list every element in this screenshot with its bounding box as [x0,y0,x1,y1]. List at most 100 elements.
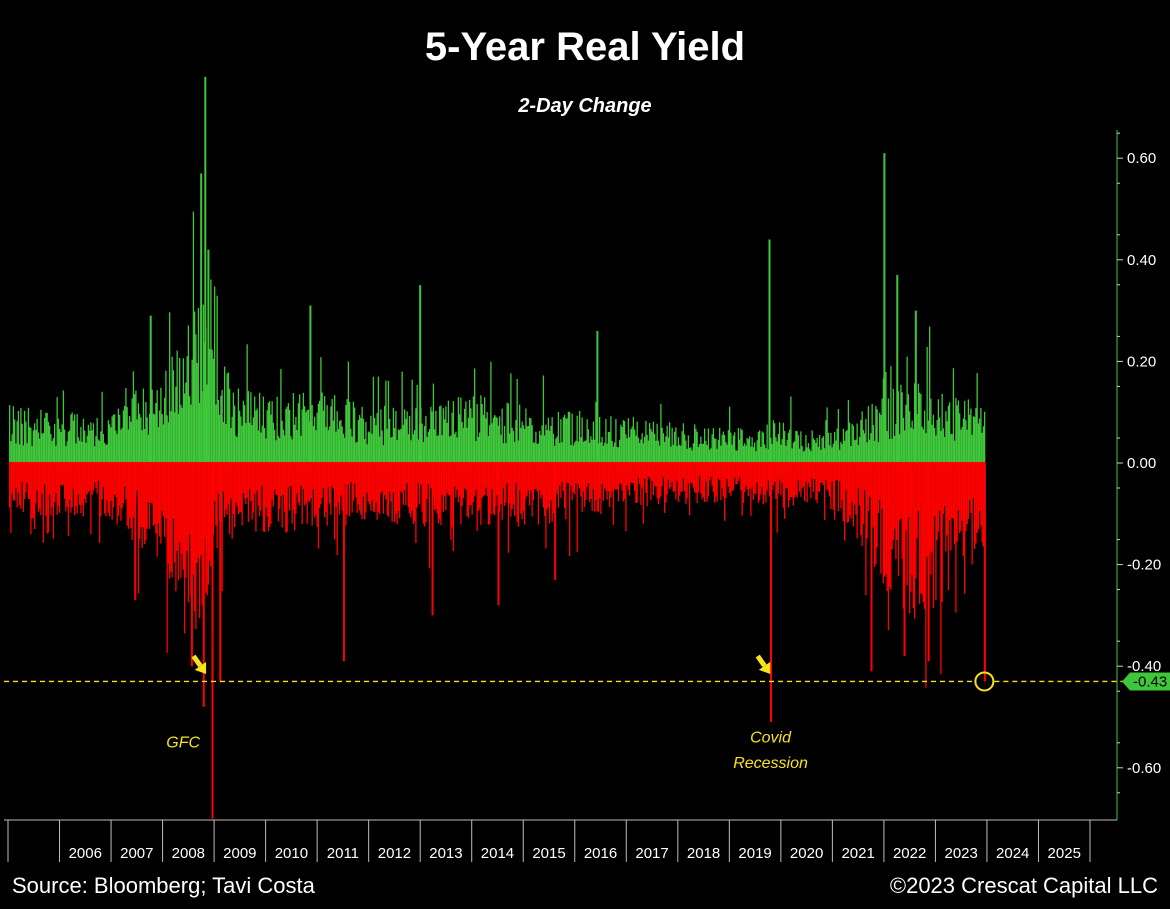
bar-positive [811,430,813,463]
bar-negative [861,463,863,546]
bar-positive [784,431,786,463]
bar-positive [809,448,811,463]
bar-negative [324,463,326,518]
bar-negative [351,463,353,513]
bar-positive [299,394,301,463]
bar-negative [334,463,336,540]
bar-positive [872,425,875,463]
bar-positive [175,386,177,463]
bar-positive [155,402,157,463]
bar-negative [61,463,63,487]
bar-positive [341,426,343,463]
bar-positive [532,442,535,463]
bar-negative [544,463,546,517]
bar-negative [760,463,762,495]
bar-positive [492,417,495,463]
bar-positive [640,439,642,463]
bar-negative [834,463,836,520]
bar-negative [396,463,398,525]
bar-positive [197,308,200,463]
bar-positive [630,429,632,463]
bar-negative [375,463,377,503]
bar-negative [825,463,827,480]
bar-negative [435,463,437,509]
bar-negative [371,463,373,501]
bar-positive [51,440,53,463]
bar-negative [685,463,687,504]
source-text: Source: Bloomberg; Tavi Costa [12,873,316,898]
bar-negative [414,463,416,522]
bar-positive [910,427,912,463]
bar-positive [255,410,257,463]
bar-positive [701,444,703,463]
bar-positive [24,410,26,463]
bar-negative [790,463,792,498]
annotation-label: Covid [750,729,792,746]
bar-positive [717,439,720,463]
bar-positive [432,383,435,463]
bar-positive [489,425,491,463]
bar-negative [949,463,951,521]
bar-positive [861,411,863,463]
bar-negative [697,463,700,493]
bar-negative [489,463,491,525]
bar-negative [94,463,96,483]
bar-negative [131,463,133,540]
bar-negative [455,463,457,498]
bar-positive [259,392,261,463]
bar-positive [295,416,297,463]
bar-negative [877,463,880,514]
bar-positive [144,429,146,463]
bar-negative [575,463,577,484]
bar-positive [962,418,965,463]
bar-negative [719,463,721,481]
bar-negative [66,463,68,508]
bar-negative [634,463,636,492]
bar-positive [265,438,267,463]
bar-positive [206,384,208,463]
bar-negative [892,463,895,541]
bar-positive [639,442,641,463]
x-tick-label: 2021 [841,845,874,862]
bar-positive [212,358,215,463]
bar-negative [744,463,746,492]
bar-negative [224,463,226,518]
bar-positive [732,435,735,463]
bar-positive [234,405,236,463]
bar-spike-negative [211,463,214,819]
bar-negative [365,463,367,513]
bar-negative [176,463,178,551]
bar-positive [45,412,47,463]
bar-positive [229,388,231,463]
bar-positive [774,423,776,463]
bar-positive [911,420,913,463]
bar-negative [959,463,961,534]
bar-negative [731,463,733,491]
bar-negative [885,463,887,575]
bar-positive [141,430,143,463]
bar-negative [225,463,227,510]
bar-positive [551,417,553,463]
bar-positive [670,446,672,463]
bar-negative [156,463,158,557]
bar-negative [290,463,292,487]
bar-positive [87,424,90,463]
bar-negative [180,463,182,578]
bar-negative [360,463,362,515]
bar-positive [762,432,765,463]
bar-positive [959,413,961,463]
bar-negative [240,463,242,513]
bar-negative [266,463,268,517]
bar-negative [309,463,311,503]
bar-spike-negative [927,463,930,662]
bar-positive [57,418,60,463]
bar-negative [824,463,826,520]
bar-negative [331,463,333,487]
bar-positive [854,440,856,463]
bar-positive [849,422,851,463]
bar-negative [525,463,527,499]
bar-negative [182,463,185,570]
bar-negative [475,463,477,491]
bar-negative [30,463,32,535]
bar-negative [736,463,738,485]
